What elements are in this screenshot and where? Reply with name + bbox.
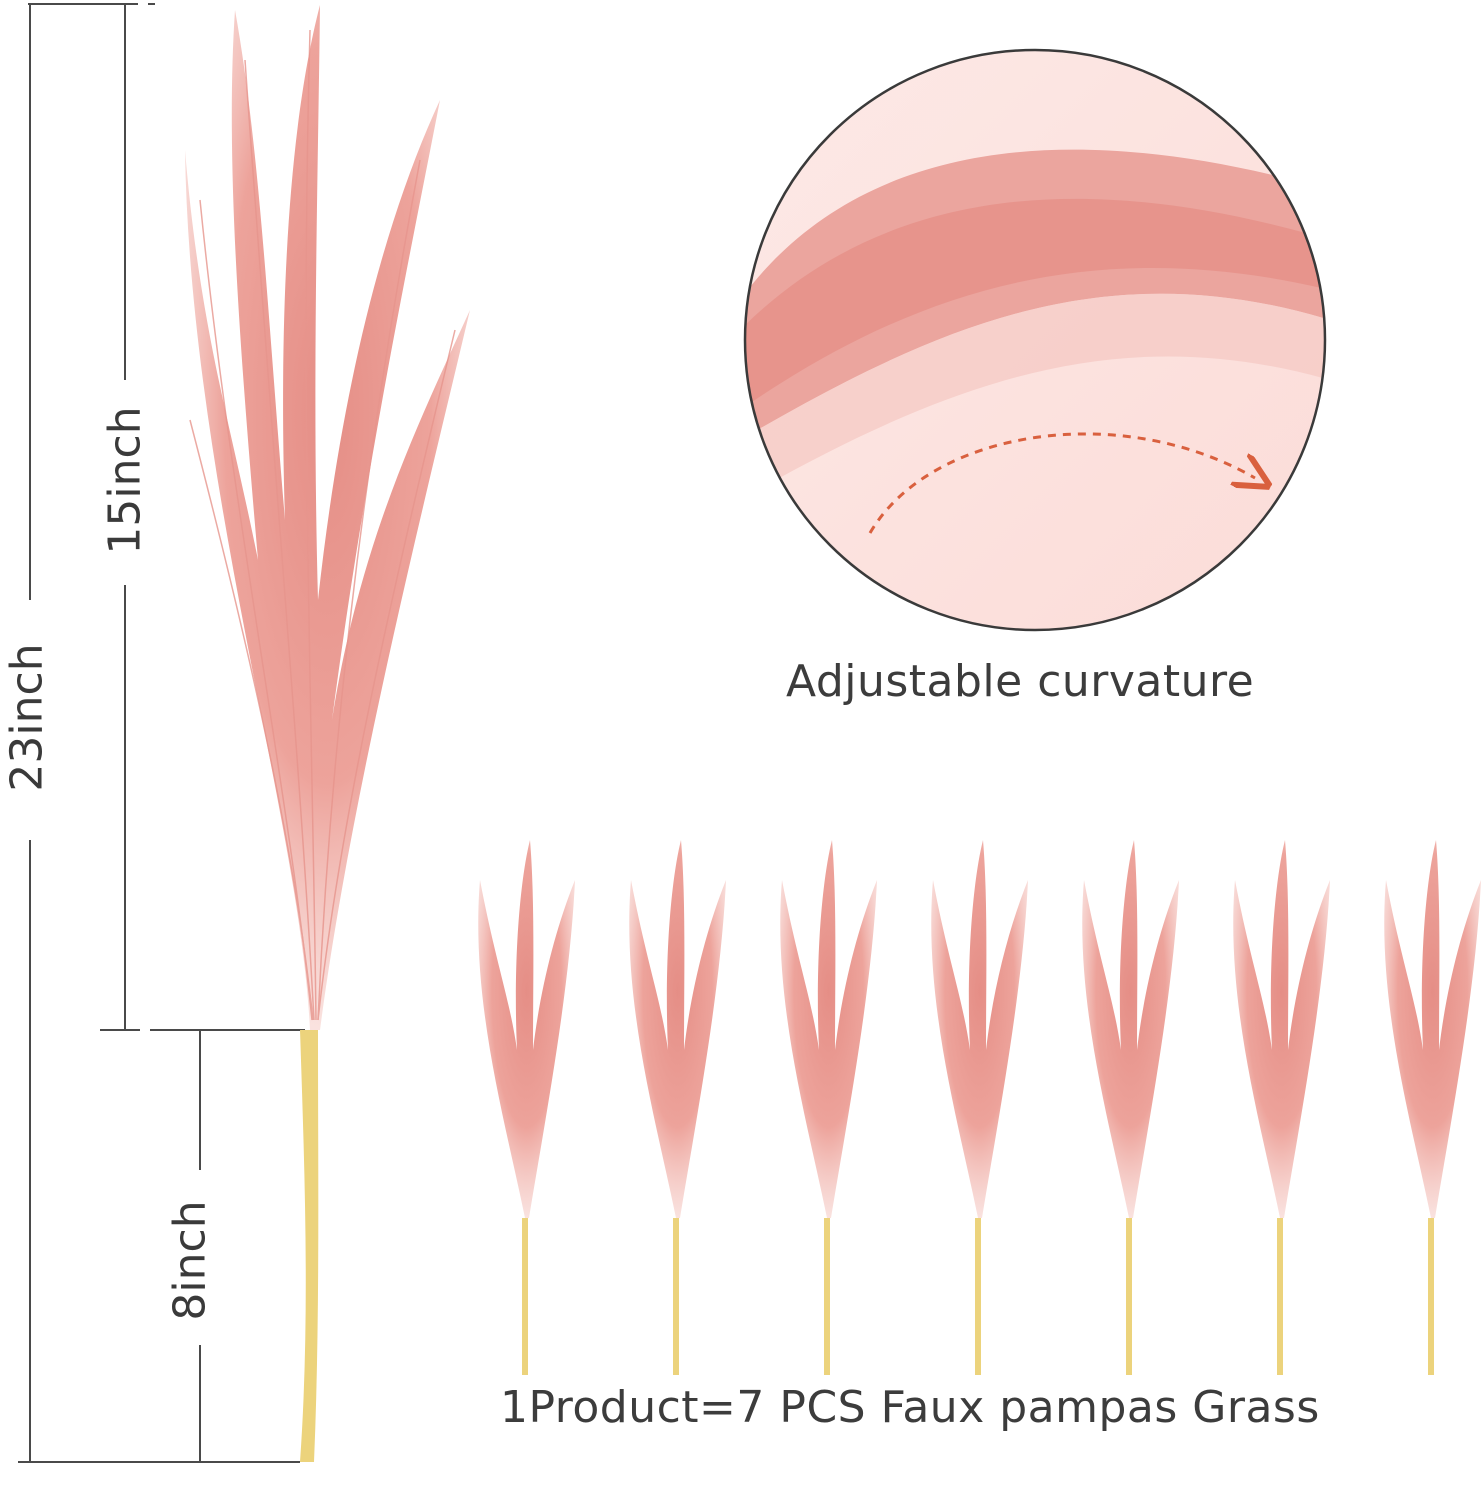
- main-pampas-stem: [185, 5, 470, 1462]
- total-length-label: 23inch: [1, 643, 53, 792]
- curvature-caption: Adjustable curvature: [786, 656, 1255, 707]
- dimension-lines: [18, 3, 305, 1463]
- bundle-stem: [780, 840, 877, 1375]
- bundle-stem: [1384, 840, 1481, 1375]
- bundle-stems: [478, 840, 1481, 1375]
- curvature-detail-circle: [743, 48, 1327, 632]
- bundle-stem: [1233, 840, 1330, 1375]
- plume-length-label: 15inch: [99, 406, 151, 555]
- bundle-stem: [629, 840, 726, 1375]
- stem-length-label: 8inch: [164, 1200, 216, 1321]
- bundle-stem: [1082, 840, 1179, 1375]
- bundle-stem: [478, 840, 575, 1375]
- bundle-caption: 1Product=7 PCS Faux pampas Grass: [500, 1382, 1320, 1433]
- bundle-stem: [931, 840, 1028, 1375]
